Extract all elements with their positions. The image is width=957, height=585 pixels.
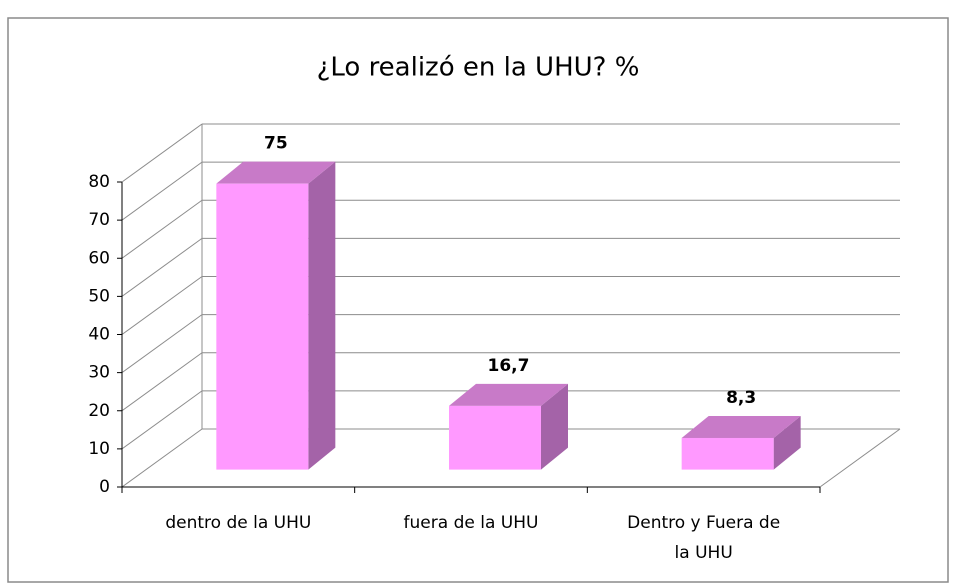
bar-top: [681, 415, 801, 438]
x-tick-label: dentro de la UHU: [165, 513, 311, 533]
y-tick-label: 0: [99, 477, 110, 497]
bar: [681, 415, 801, 470]
grid-line: [121, 390, 203, 450]
x-tick-label: Dentro y Fuera de la UHU: [627, 513, 780, 563]
y-tick-label: 20: [88, 401, 110, 421]
bar-front: [449, 405, 541, 470]
value-label: 75: [264, 134, 288, 154]
bar-top: [449, 383, 568, 406]
bar: [449, 383, 568, 470]
bar: [216, 161, 336, 470]
grid-line: [121, 314, 203, 374]
x-tick-label: fuera de la UHU: [404, 513, 539, 533]
grid-line: [121, 161, 203, 221]
value-label: 16,7: [488, 356, 530, 376]
grid-line: [121, 237, 203, 297]
y-tick-label: 40: [88, 325, 110, 345]
bar-top: [216, 161, 336, 184]
y-tick-label: 30: [88, 363, 110, 383]
y-tick-label: 70: [88, 210, 110, 230]
bar-front: [681, 437, 774, 470]
y-tick-label: 50: [88, 286, 110, 306]
value-label: 8,3: [726, 388, 756, 408]
chart-title: ¿Lo realizó en la UHU? %: [317, 53, 640, 83]
chart-border: [7, 17, 949, 583]
floor-right-edge: [819, 428, 901, 488]
bar-front: [216, 183, 309, 470]
y-tick-label: 80: [88, 172, 110, 192]
grid-line: [121, 276, 203, 335]
y-tick-label: 60: [88, 248, 110, 268]
bar-side: [308, 161, 336, 470]
grid-line: [121, 199, 203, 259]
grid-line: [121, 428, 203, 488]
bar-side: [541, 383, 568, 470]
grid-line: [121, 352, 203, 412]
grid-line: [121, 123, 203, 183]
y-tick-label: 10: [88, 439, 110, 459]
bar-side: [773, 415, 801, 470]
